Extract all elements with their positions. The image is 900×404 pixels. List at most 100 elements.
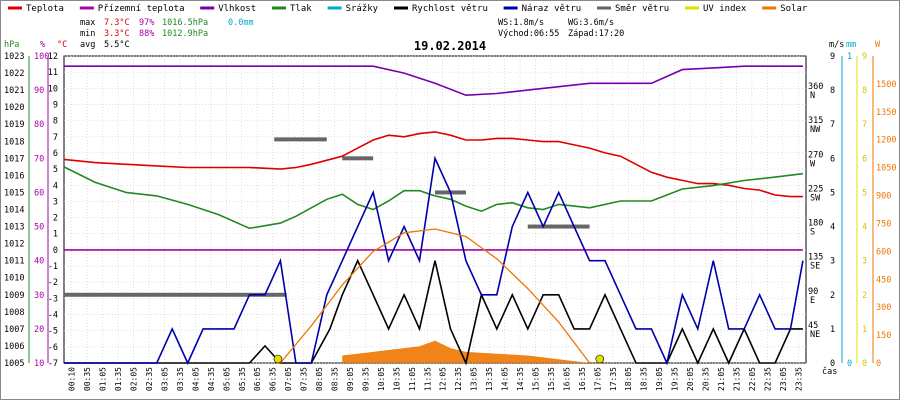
right-axis-header: mm [846, 40, 856, 50]
x-tick-label: 02:05 [130, 367, 139, 391]
y-tick-label: -7 [48, 359, 58, 369]
x-tick-label: 12:05 [439, 367, 448, 391]
chart-title: 19.02.2014 [414, 39, 486, 53]
dir-name-label: E [810, 296, 815, 306]
series-line [64, 65, 803, 97]
ms-tick-label: 2 [830, 291, 835, 301]
ms-tick-label: 5 [830, 188, 835, 198]
y-tick-label: -2 [48, 278, 58, 288]
uv-tick-label: 3 [862, 257, 867, 267]
x-tick-label: 04:35 [207, 367, 216, 391]
y-tick-label: 100 [34, 52, 49, 62]
x-tick-label: 21:05 [717, 367, 726, 391]
legend-label: Směr větru [615, 4, 669, 14]
y-tick-label: 1007 [4, 325, 24, 335]
x-tick-label: 20:05 [686, 367, 695, 391]
ms-tick-label: 3 [830, 257, 835, 267]
dir-name-label: NE [810, 330, 820, 340]
x-tick-label: 15:35 [547, 367, 556, 391]
y-tick-label: -3 [48, 294, 58, 304]
y-tick-label: 30 [34, 291, 44, 301]
x-tick-label: 14:35 [516, 367, 525, 391]
x-tick-label: 06:35 [269, 367, 278, 391]
legend-label: Solar [780, 4, 808, 14]
y-tick-label: 1020 [4, 103, 24, 113]
stat-min-hum: 88% [139, 29, 154, 39]
uv-tick-label: 2 [862, 291, 867, 301]
dir-tick-label: 180 [808, 219, 823, 229]
x-tick-label: 01:05 [99, 367, 108, 391]
y-tick-label: 1023 [4, 52, 24, 62]
y-tick-label: -6 [48, 343, 58, 353]
uv-tick-label: 4 [862, 223, 867, 233]
dir-tick-label: 90 [808, 287, 818, 297]
x-tick-label: 04:05 [191, 367, 200, 391]
x-tick-label: 03:05 [160, 367, 169, 391]
uv-tick-label: 1 [862, 325, 867, 335]
y-tick-label: 1006 [4, 342, 24, 352]
stat-max-temp: 7.3°C [104, 18, 130, 28]
axes: hPa% °C1023102210211020101910181017101610… [4, 40, 896, 391]
y-tick-label: -1 [48, 262, 58, 272]
dir-tick-label: 45 [808, 321, 818, 331]
ms-tick-label: 0 [830, 359, 835, 369]
x-tick-label: 13:35 [485, 367, 494, 391]
right-axis-header: W [875, 40, 881, 50]
wind-direction-mark [274, 137, 327, 142]
y-tick-label: 40 [34, 257, 44, 267]
y-tick-label: 50 [34, 223, 44, 233]
x-tick-label: 13:05 [470, 367, 479, 391]
w-tick-label: 1350 [876, 108, 896, 118]
stat-max-press: 1016.5hPa [162, 18, 208, 28]
x-tick-label: 01:35 [114, 367, 123, 391]
legend-label: Přízemní teplota [98, 4, 185, 14]
y-tick-label: 20 [34, 325, 44, 335]
sunset-marker [595, 354, 605, 364]
series-line [64, 155, 804, 366]
stat-max-label: max [80, 18, 95, 28]
w-tick-label: 1050 [876, 164, 896, 174]
stat-max-hum: 97% [139, 18, 154, 28]
ms-tick-label: 8 [830, 86, 835, 96]
dir-tick-label: 135 [808, 253, 823, 263]
y-tick-label: 4 [53, 181, 58, 191]
x-tick-label: 10:35 [392, 367, 401, 391]
legend-label: Rychlost větru [412, 4, 488, 14]
dir-name-label: SW [810, 193, 821, 203]
x-tick-label: 00:35 [83, 367, 92, 391]
uv-tick-label: 9 [862, 52, 867, 62]
legend-label: Teplota [26, 4, 64, 14]
y-tick-label: 1008 [4, 308, 24, 318]
solar-measured-area [342, 340, 590, 363]
y-tick-label: 1005 [4, 359, 24, 369]
x-tick-label: 03:35 [176, 367, 185, 391]
x-tick-label: 23:35 [794, 367, 803, 391]
x-tick-label: 08:35 [331, 367, 340, 391]
x-tick-label: 11:35 [423, 367, 432, 391]
w-tick-label: 900 [876, 192, 891, 202]
dir-name-label: W [810, 159, 816, 169]
stat-avg-temp: 5.5°C [104, 40, 130, 50]
x-tick-label: 22:35 [763, 367, 772, 391]
y-tick-label: 5 [53, 165, 58, 175]
y-tick-label: 1014 [4, 206, 24, 216]
y-tick-label: 9 [53, 100, 58, 110]
x-tick-label: 19:05 [655, 367, 664, 391]
y-tick-label: -5 [48, 327, 58, 337]
dir-tick-label: 270 [808, 150, 823, 160]
series-line [279, 228, 591, 364]
wind-info-block: WS:1.8m/s WG:3.6m/s Východ:06:55 Západ:1… [498, 18, 624, 39]
series-line [64, 258, 803, 366]
x-tick-label: 07:35 [300, 367, 309, 391]
x-tick-label: 17:35 [609, 367, 618, 391]
series-line [63, 131, 803, 198]
w-tick-label: 450 [876, 275, 891, 285]
y-tick-label: 1015 [4, 188, 24, 198]
stat-min-temp: 3.3°C [104, 29, 130, 39]
stat-max-rain: 0.0mm [228, 18, 254, 28]
series-line [63, 166, 803, 230]
legend-label: Tlak [290, 4, 312, 14]
w-tick-label: 1200 [876, 136, 896, 146]
plot-area [63, 55, 807, 366]
